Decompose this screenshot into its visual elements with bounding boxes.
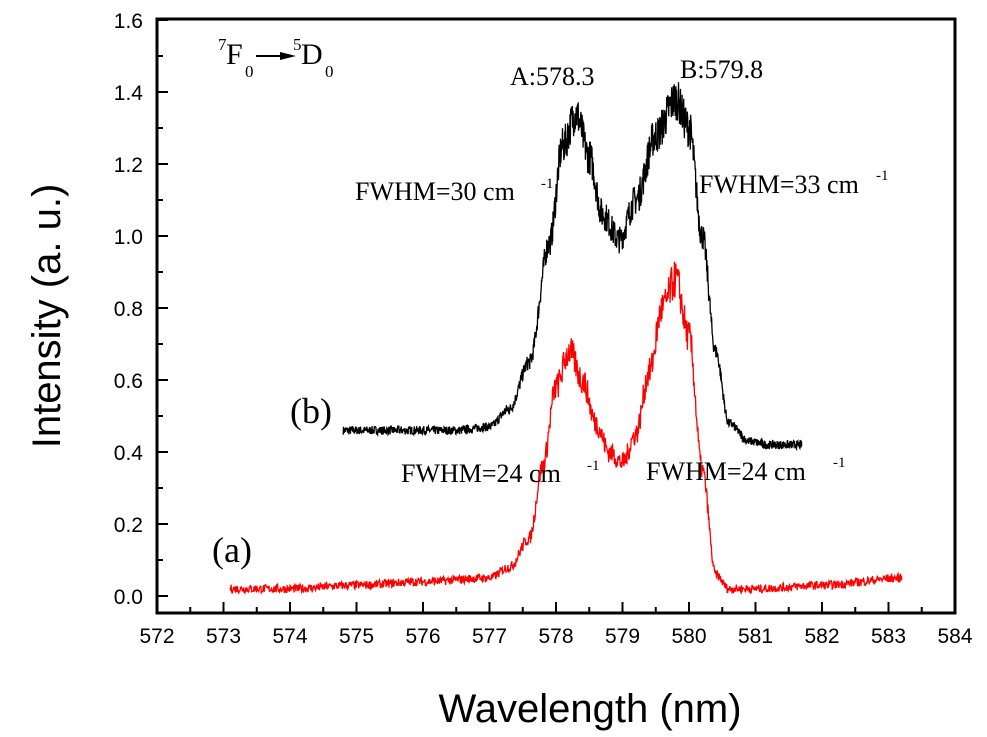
transition-sub2: 0: [325, 62, 334, 81]
y-tick-label: 1.6: [114, 10, 143, 33]
peak-a-label: A:578.3: [510, 62, 595, 91]
x-tick-label: 576: [405, 625, 440, 648]
x-tick-label: 573: [206, 625, 241, 648]
x-tick-label: 581: [738, 625, 773, 648]
x-tick-label: 572: [139, 625, 174, 648]
x-tick-label: 577: [472, 625, 507, 648]
series-group: [229, 82, 903, 596]
x-tick-label: 584: [937, 625, 972, 648]
y-tick-label: 1.2: [114, 154, 143, 177]
fwhm-b-right: FWHM=33 cm -1: [699, 168, 889, 199]
y-axis-ticks: 0.0 0.2 0.4 0.6 0.8 1.0 1.2 1.4 1.6: [114, 10, 168, 609]
fwhm-b-left-sup: -1: [541, 176, 554, 192]
transition-sup1: 7: [218, 35, 227, 54]
transition-base2: D: [301, 38, 323, 71]
series-a-label: (a): [212, 530, 252, 570]
transition-arrowhead-icon: [280, 52, 296, 60]
peak-b-label: B:579.8: [680, 55, 763, 84]
x-tick-label: 579: [605, 625, 640, 648]
x-tick-label: 578: [538, 625, 573, 648]
series-b-line: [342, 82, 803, 452]
transition-sup2: 5: [293, 35, 302, 54]
fwhm-b-left: FWHM=30 cm -1: [355, 176, 554, 206]
x-axis-ticks: 572 573 574 575 576 577 578 579 580 581 582 583 584: [139, 602, 973, 648]
x-axis-title: Wavelength (nm): [438, 687, 741, 731]
y-axis-title: Intensity (a. u.): [25, 184, 69, 449]
y-tick-label: 1.4: [114, 82, 144, 105]
fwhm-a-left-sup: -1: [587, 458, 600, 474]
y-tick-label: 0.0: [114, 586, 143, 609]
transition-label: 7 F 0 5 D 0: [218, 35, 334, 81]
fwhm-a-left-text: FWHM=24 cm: [401, 459, 561, 488]
x-tick-label: 574: [272, 625, 307, 648]
fwhm-a-left: FWHM=24 cm -1: [401, 458, 600, 488]
plot-frame: [155, 17, 957, 615]
fwhm-b-right-text: FWHM=33 cm: [699, 170, 859, 199]
fwhm-a-right-text: FWHM=24 cm: [646, 457, 806, 486]
fwhm-a-right-sup: -1: [833, 455, 846, 471]
x-tick-label: 575: [339, 625, 374, 648]
transition-sub1: 0: [245, 62, 254, 81]
fwhm-b-left-text: FWHM=30 cm: [355, 177, 515, 206]
x-tick-label: 580: [671, 625, 706, 648]
x-tick-label: 583: [871, 625, 906, 648]
y-tick-label: 0.4: [114, 442, 144, 465]
plot-border: [155, 17, 957, 615]
y-tick-label: 0.6: [114, 370, 143, 393]
y-tick-label: 0.2: [114, 514, 143, 537]
transition-base1: F: [226, 38, 243, 71]
fwhm-a-right: FWHM=24 cm -1: [646, 455, 846, 486]
y-tick-label: 1.0: [114, 226, 143, 249]
x-tick-label: 582: [804, 625, 839, 648]
series-a-line: [229, 261, 903, 596]
series-b-label: (b): [290, 391, 332, 431]
y-tick-label: 0.8: [114, 298, 143, 321]
fwhm-b-right-sup: -1: [876, 168, 889, 184]
